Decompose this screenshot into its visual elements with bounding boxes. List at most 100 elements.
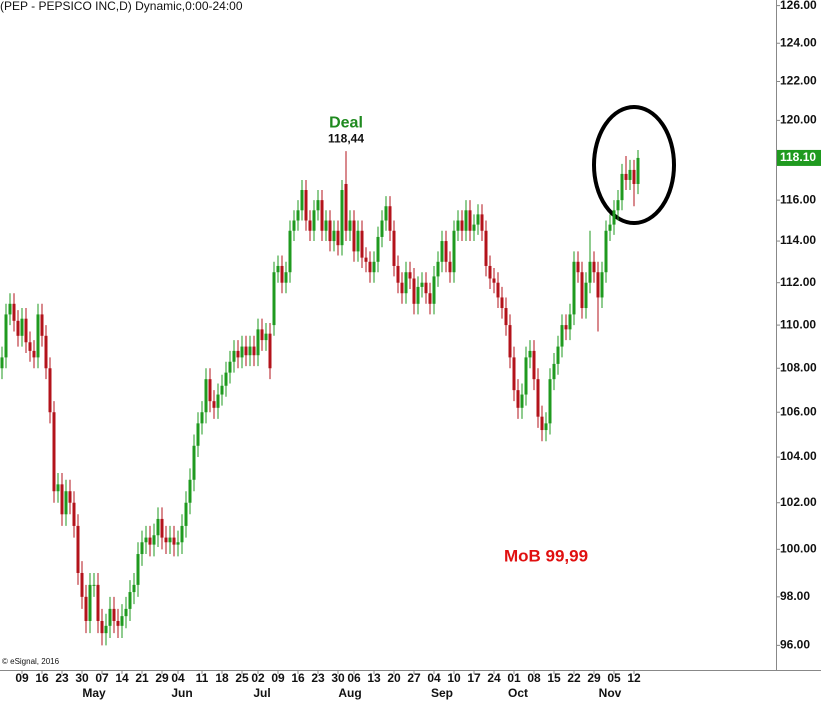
- candle-body: [20, 318, 24, 336]
- candle-body: [636, 157, 640, 184]
- candle-body: [520, 394, 524, 408]
- x-tick-label: 09: [15, 671, 29, 685]
- candle-body: [312, 210, 316, 231]
- candle-body: [596, 272, 600, 298]
- x-tick-label: 17: [467, 671, 481, 685]
- annotation-label: Deal: [329, 114, 363, 131]
- x-tick-label: 11: [196, 671, 209, 685]
- candle-body: [432, 276, 436, 304]
- candle-body: [144, 537, 148, 543]
- candle-body: [60, 484, 64, 515]
- candle-body: [324, 220, 328, 231]
- candle-body: [476, 214, 480, 225]
- candle-body: [220, 385, 224, 395]
- y-tick-label: 112.00: [780, 275, 816, 289]
- candle-body: [348, 220, 352, 231]
- candle-body: [12, 303, 16, 321]
- candle-body: [428, 293, 432, 304]
- candle-body: [528, 350, 532, 358]
- last-price-label: 118.10: [780, 150, 816, 164]
- annotation-text: MoB 99,99: [504, 546, 588, 565]
- candle-body: [296, 210, 300, 221]
- candle-body: [200, 412, 204, 424]
- candle-body: [272, 272, 276, 326]
- candle-body: [452, 230, 456, 273]
- candle-body: [28, 342, 32, 351]
- candle-body: [300, 190, 304, 211]
- candle-body: [288, 230, 292, 273]
- candle-body: [304, 190, 308, 221]
- candle-body: [600, 272, 604, 298]
- candle-body: [16, 320, 20, 336]
- x-tick-label: 10: [447, 671, 461, 685]
- candle-body: [388, 206, 392, 231]
- candle-body: [0, 357, 4, 369]
- candle-body: [580, 272, 584, 309]
- candle-body: [108, 608, 112, 626]
- candle-body: [104, 625, 108, 634]
- y-tick-label: 104.00: [780, 449, 817, 463]
- candle-body: [604, 230, 608, 273]
- candle-body: [156, 518, 160, 536]
- y-tick-label: 114.00: [780, 233, 816, 247]
- candle-body: [88, 584, 92, 621]
- candle-body: [184, 502, 188, 526]
- candle-body: [508, 325, 512, 358]
- candle-body: [616, 200, 620, 211]
- month-label: Nov: [599, 686, 622, 700]
- candle-body: [572, 261, 576, 315]
- candle-body: [256, 329, 260, 356]
- y-tick-label: 96.00: [780, 638, 810, 652]
- y-tick-label: 124.00: [780, 35, 817, 49]
- candle-body: [360, 230, 364, 258]
- month-label: May: [82, 686, 106, 700]
- candle-body: [64, 491, 68, 515]
- candle-body: [80, 572, 84, 597]
- candle-body: [236, 350, 240, 358]
- candle-body: [168, 537, 172, 543]
- candle-body: [240, 346, 244, 358]
- candle-body: [172, 537, 176, 545]
- y-tick-label: 102.00: [780, 495, 817, 509]
- x-tick-label: 02: [251, 671, 265, 685]
- x-tick-label: 25: [235, 671, 249, 685]
- candle-body: [276, 265, 280, 273]
- y-tick-label: 98.00: [780, 589, 810, 603]
- candle-body: [280, 265, 284, 283]
- candle-body: [492, 278, 496, 283]
- candle-body: [620, 173, 624, 201]
- candle-body: [152, 535, 156, 545]
- y-tick-label: 110.00: [780, 317, 816, 331]
- x-tick-label: 04: [171, 671, 185, 685]
- candle-body: [208, 379, 212, 402]
- candle-body: [404, 272, 408, 294]
- candle-body: [24, 318, 28, 343]
- candle-body: [424, 282, 428, 294]
- candle-body: [264, 333, 268, 341]
- x-tick-label: 23: [55, 671, 69, 685]
- candle-body: [524, 357, 528, 395]
- candle-body: [612, 210, 616, 225]
- candle-body: [504, 308, 508, 326]
- candle-body: [384, 206, 388, 221]
- candle-body: [160, 518, 164, 538]
- candle-body: [464, 210, 468, 231]
- candle-body: [40, 314, 44, 336]
- candle-body: [364, 257, 368, 262]
- x-tick-label: 01: [507, 671, 521, 685]
- candle-body: [48, 368, 52, 413]
- chart-title: (PEP - PEPSICO INC,D) Dynamic,0:00-24:00: [0, 0, 243, 13]
- candle-body: [512, 357, 516, 391]
- candle-body: [564, 325, 568, 330]
- candle-body: [352, 220, 356, 252]
- candle-body: [628, 169, 632, 180]
- candle-body: [480, 214, 484, 231]
- x-tick-label: 18: [215, 671, 229, 685]
- candle-body: [196, 423, 200, 446]
- candle-body: [244, 346, 248, 356]
- candle-body: [320, 200, 324, 231]
- candle-body: [400, 282, 404, 294]
- candle-body: [212, 401, 216, 408]
- x-tick-label: 13: [367, 671, 381, 685]
